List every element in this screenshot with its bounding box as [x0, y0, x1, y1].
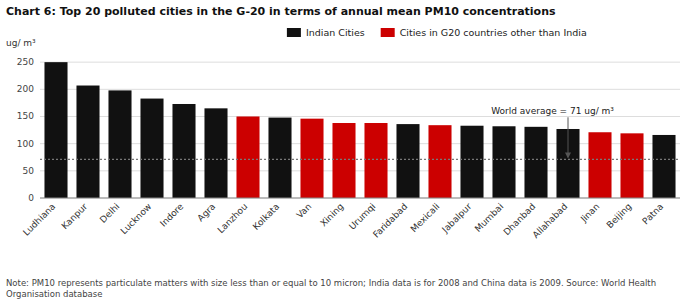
x-tick-label: Van [295, 201, 314, 220]
x-tick-label: Mexicali [409, 201, 442, 234]
bar [620, 133, 643, 198]
legend-label: Indian Cities [306, 27, 365, 38]
x-tick-label: Lanzhou [216, 201, 250, 235]
x-tick-label: Beijing [605, 201, 634, 230]
y-tick-label: 100 [17, 139, 34, 149]
title: Chart 6: Top 20 polluted cities in the G… [6, 5, 556, 18]
bar [300, 119, 323, 198]
y-tick-label: 50 [23, 166, 35, 176]
y-tick-label: 150 [17, 111, 34, 121]
bar [492, 126, 515, 198]
bar [204, 108, 227, 198]
legend: Indian Cities Cities in G20 countries oth… [287, 27, 587, 38]
y-tick-label: 250 [17, 57, 34, 67]
x-tick-label: Allahabad [531, 201, 570, 240]
legend-swatch [287, 28, 301, 37]
grid-line [40, 62, 680, 63]
bar [364, 123, 387, 198]
reference-line [40, 159, 680, 160]
x-tick-label: Agra [195, 201, 217, 223]
grid [40, 62, 680, 198]
grid-line [40, 170, 680, 171]
bar [332, 123, 355, 198]
chart: Chart 6: Top 20 polluted cities in the G… [0, 0, 688, 303]
x-axis-line [40, 198, 680, 199]
x-tick-label: Patna [640, 201, 665, 226]
x-tick-label: Faridabad [371, 201, 409, 239]
bar [140, 99, 163, 198]
bars [40, 62, 680, 198]
x-tick-label: Indore [158, 201, 186, 229]
legend-swatch [381, 28, 395, 37]
x-tick-label: Mumbai [473, 201, 506, 234]
grid-line [40, 143, 680, 144]
x-tick-label: Kanpur [60, 201, 90, 231]
bar [396, 124, 419, 198]
legend-label: Cities in G20 countries other than India [400, 27, 587, 38]
x-tick-label: Jinan [578, 201, 601, 224]
x-tick-label: Kolkata [251, 201, 281, 231]
grid-line [40, 89, 680, 90]
bar [460, 126, 483, 198]
annotation: World average = 71 ug/ m³ [491, 106, 614, 116]
x-tick-label: Lucknow [119, 201, 154, 236]
grid-line [40, 198, 680, 199]
note: Note: PM10 represents particulate matter… [6, 278, 656, 299]
x-tick-label: Delhi [98, 201, 121, 224]
bar [172, 104, 195, 198]
bar [268, 118, 291, 198]
bar [524, 127, 547, 198]
y-axis-label: ug/ m³ [6, 38, 36, 48]
bar [108, 90, 131, 198]
y-tick-label: 0 [28, 193, 34, 203]
y-tick-label: 200 [17, 84, 34, 94]
bar [428, 125, 451, 198]
bar [588, 132, 611, 198]
x-tick-label: Xining [318, 201, 345, 228]
bar [236, 116, 259, 198]
bar [76, 86, 99, 198]
bar [652, 135, 675, 198]
x-tick-label: Ludhiana [21, 201, 57, 237]
annotation-arrow [568, 117, 569, 157]
x-tick-label: Urumqi [347, 201, 377, 231]
bar [44, 62, 67, 198]
x-tick-label: Jabalpur [439, 201, 473, 235]
